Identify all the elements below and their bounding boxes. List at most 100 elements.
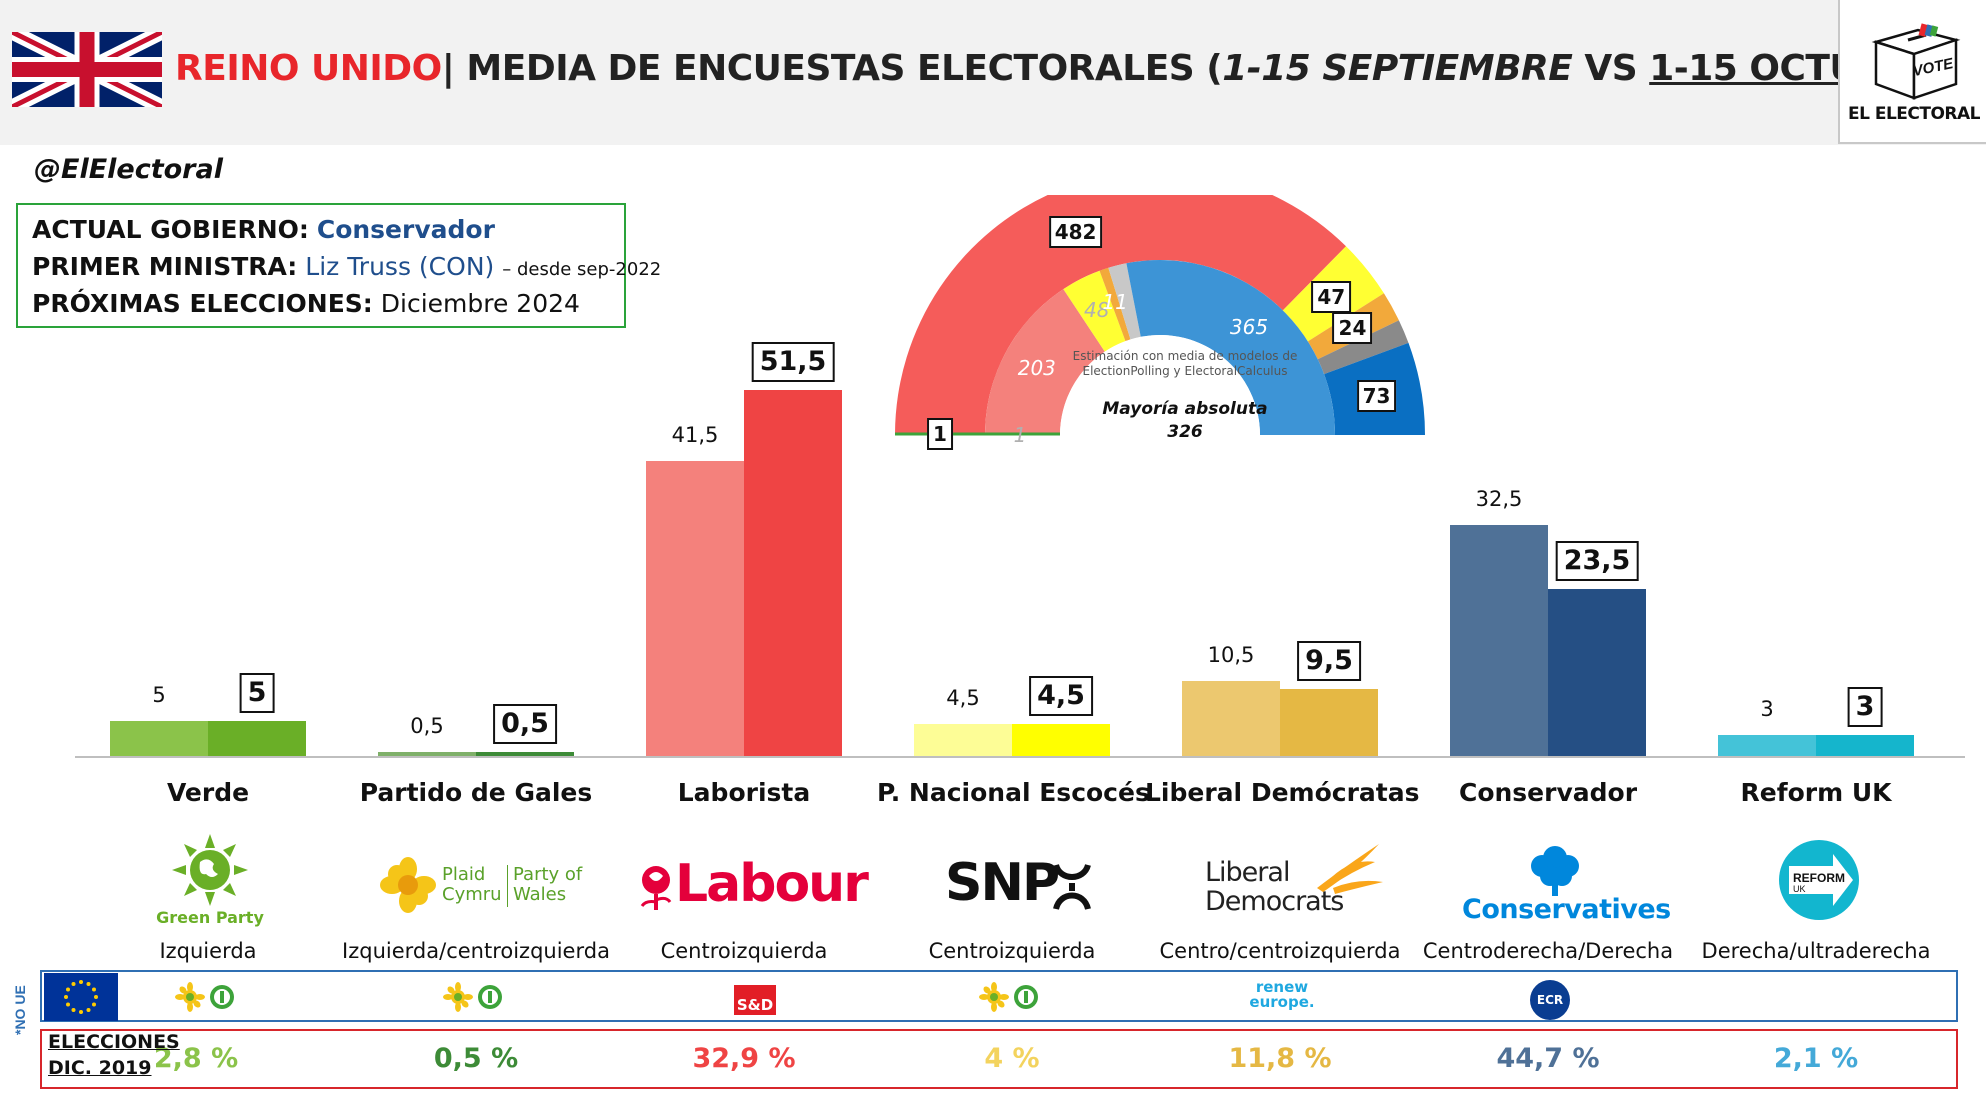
value-label-oct: 0,5 bbox=[493, 704, 557, 745]
bar-verde-oct bbox=[208, 720, 306, 756]
rose-icon bbox=[640, 866, 672, 910]
green-party-logo: Green Party bbox=[156, 830, 264, 930]
s-and-d-logo: S&D bbox=[734, 985, 776, 1015]
eu-star bbox=[86, 982, 91, 987]
government-info-box: ACTUAL GOBIERNO: Conservador PRIMER MINI… bbox=[16, 203, 661, 328]
eu-star bbox=[91, 987, 96, 992]
ecr-logo: ECR bbox=[1530, 980, 1570, 1020]
eu-star bbox=[79, 1010, 83, 1014]
plaid-cymru-logo: Plaid Cymru Party of Wales bbox=[378, 855, 598, 915]
libdem-word-1: Liberal bbox=[1205, 857, 1290, 888]
title-country: REINO UNIDO bbox=[175, 48, 442, 89]
value-label-oct: 4,5 bbox=[1029, 676, 1093, 717]
next-election-row: PRÓXIMAS ELECCIONES: Diciembre 2024 bbox=[32, 289, 580, 318]
ideology-ref: Derecha/ultraderecha bbox=[1701, 939, 1931, 963]
reform-uk-logo: REFORM UK bbox=[1777, 838, 1861, 922]
no-ue-label: *NO UE bbox=[12, 985, 28, 1035]
results-2019-row bbox=[40, 1029, 1958, 1089]
seat-estimate-note: Estimación con media de modelos de Elect… bbox=[1072, 349, 1298, 378]
bar-con-oct bbox=[1548, 589, 1646, 756]
ideology-con: Centroderecha/Derecha bbox=[1422, 939, 1674, 963]
el-electoral-logo: VOTE EL ELECTORAL bbox=[1838, 0, 1986, 144]
logo-name: EL ELECTORAL bbox=[1847, 104, 1981, 124]
government-row: ACTUAL GOBIERNO: Conservador bbox=[32, 215, 495, 244]
greens-efa-icon bbox=[438, 982, 514, 1012]
plaid-word-3: Party of bbox=[513, 864, 583, 885]
x-axis-line bbox=[75, 756, 1965, 758]
renew-europe-logo: renew europe. bbox=[1240, 980, 1324, 1010]
liberal-democrats-logo: Liberal Democrats bbox=[1205, 838, 1385, 918]
value-label-sep: 10,5 bbox=[1207, 643, 1255, 668]
bar-ld-sep bbox=[1182, 681, 1280, 756]
plaid-word-1: Plaid bbox=[442, 864, 486, 885]
bar-lab-sep bbox=[646, 461, 744, 756]
value-label-sep: 32,5 bbox=[1475, 487, 1523, 512]
next-election-label: PRÓXIMAS ELECCIONES: bbox=[32, 289, 373, 318]
reform-logo-text-2: UK bbox=[1793, 884, 1806, 894]
hemicycle-center bbox=[1060, 335, 1260, 435]
bar-verde-sep bbox=[110, 720, 208, 756]
result-2019-ld: 11,8 % bbox=[1228, 1043, 1332, 1074]
ballot-box-icon: VOTE bbox=[1871, 23, 1961, 100]
greens-efa-icon bbox=[974, 982, 1050, 1012]
majority-text: Mayoría absoluta bbox=[1102, 399, 1268, 419]
libdem-text: Liberal Democrats bbox=[1205, 857, 1344, 916]
green-party-logo-text: Green Party bbox=[156, 908, 264, 927]
seat-inner-liberal-dem-cratas bbox=[1099, 267, 1131, 342]
result-2019-ref: 2,1 % bbox=[1773, 1043, 1859, 1074]
seat-inner-laborista bbox=[985, 289, 1105, 435]
seat-inner-label-0: 1 bbox=[1013, 422, 1027, 447]
government-value: Conservador bbox=[316, 215, 495, 244]
seat-inner-label-2: 48 bbox=[1084, 298, 1110, 323]
value-label-sep: 5 bbox=[152, 682, 166, 707]
seat-outer-label-3: 24 bbox=[1332, 312, 1373, 345]
eu-star bbox=[79, 980, 83, 984]
majority-label: Mayoría absoluta 326 bbox=[1045, 398, 1325, 444]
title-vs: VS bbox=[1572, 48, 1650, 89]
daffodil-icon bbox=[380, 857, 436, 913]
bar-lab-oct bbox=[744, 390, 842, 756]
value-label-oct: 51,5 bbox=[751, 342, 835, 383]
prime-minister-since: – desde sep-2022 bbox=[502, 259, 662, 280]
party-name-snp: P. Nacional Escocés bbox=[877, 778, 1150, 807]
next-election-value: Diciembre 2024 bbox=[380, 289, 580, 318]
conservatives-logo-text: Conservatives bbox=[1462, 894, 1671, 925]
result-2019-verde: 2,8 % bbox=[153, 1043, 239, 1074]
snp-logo: SNP bbox=[945, 853, 1095, 915]
value-label-oct: 3 bbox=[1847, 686, 1883, 727]
bar-gales-sep bbox=[378, 752, 476, 756]
party-name-ld: Liberal Demócratas bbox=[1145, 778, 1420, 807]
value-label-oct: 5 bbox=[239, 672, 275, 713]
plaid-divider bbox=[507, 865, 508, 907]
plaid-word-2: Cymru bbox=[442, 884, 502, 905]
party-name-con: Conservador bbox=[1458, 778, 1638, 807]
seat-inner-label-1: 203 bbox=[1017, 356, 1056, 381]
reform-arrow-icon: REFORM UK bbox=[1779, 840, 1859, 920]
header-banner: REINO UNIDO| MEDIA DE ENCUESTAS ELECTORA… bbox=[0, 0, 1986, 145]
bar-con-sep bbox=[1450, 525, 1548, 756]
eu-groups-row bbox=[40, 970, 1958, 1022]
no-ue-text: *NO UE bbox=[12, 985, 28, 1035]
seat-outer-laborista bbox=[895, 195, 1347, 435]
renew-word-2: europe. bbox=[1249, 993, 1315, 1011]
seat-outer-label-5: 73 bbox=[1356, 380, 1397, 413]
bar-snp-sep bbox=[914, 724, 1012, 756]
greens-efa-icon bbox=[170, 982, 246, 1012]
government-label: ACTUAL GOBIERNO: bbox=[32, 215, 309, 244]
result-2019-con: 44,7 % bbox=[1496, 1043, 1600, 1074]
eu-star bbox=[71, 1007, 76, 1012]
prime-minister-row: PRIMER MINISTRA: Liz Truss (CON) – desde… bbox=[32, 252, 661, 281]
eu-flag-icon bbox=[44, 973, 118, 1021]
eu-star bbox=[91, 1002, 96, 1007]
ideology-lab: Centroizquierda bbox=[660, 939, 828, 963]
seat-inner-label-5: 365 bbox=[1229, 314, 1269, 339]
ideology-verde: Izquierda bbox=[159, 939, 257, 963]
majority-value: 326 bbox=[1167, 422, 1203, 442]
ideology-snp: Centroizquierda bbox=[928, 939, 1096, 963]
bar-ref-sep bbox=[1718, 734, 1816, 756]
party-name-lab: Laborista bbox=[677, 778, 811, 807]
seat-outer-label-0: 1 bbox=[927, 418, 953, 451]
eu-star bbox=[86, 1007, 91, 1012]
value-label-sep: 0,5 bbox=[410, 714, 444, 739]
